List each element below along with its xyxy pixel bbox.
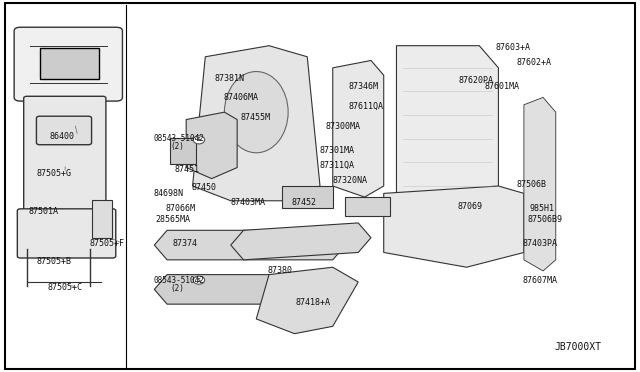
Polygon shape xyxy=(396,46,499,215)
Bar xyxy=(346,197,390,215)
Text: S: S xyxy=(197,278,201,283)
Text: JB7000XT: JB7000XT xyxy=(554,341,602,352)
Text: 87301MA: 87301MA xyxy=(320,147,355,155)
Text: 87403MA: 87403MA xyxy=(231,198,266,207)
Polygon shape xyxy=(154,230,346,260)
Text: 08543-51042: 08543-51042 xyxy=(153,134,204,142)
Ellipse shape xyxy=(193,276,205,284)
Polygon shape xyxy=(384,186,524,267)
Text: 87506B: 87506B xyxy=(516,180,547,189)
Text: 87300MA: 87300MA xyxy=(325,122,360,131)
Polygon shape xyxy=(154,275,346,304)
Text: 87501A: 87501A xyxy=(28,207,58,217)
Bar xyxy=(282,186,333,208)
Polygon shape xyxy=(231,223,371,260)
FancyBboxPatch shape xyxy=(17,209,116,258)
Text: 87406MA: 87406MA xyxy=(223,93,258,102)
Text: 87066M: 87066M xyxy=(166,203,196,213)
Ellipse shape xyxy=(225,71,288,153)
Text: 87381N: 87381N xyxy=(215,74,245,83)
Text: 84698N: 84698N xyxy=(153,189,183,198)
Text: 87505+B: 87505+B xyxy=(36,257,72,266)
Text: 87450: 87450 xyxy=(191,183,216,192)
FancyBboxPatch shape xyxy=(24,96,106,214)
Bar xyxy=(92,201,111,238)
Text: 87403PA: 87403PA xyxy=(523,239,557,248)
Text: 87069: 87069 xyxy=(457,202,482,211)
Text: 86400: 86400 xyxy=(49,132,74,141)
Bar xyxy=(40,48,99,79)
Polygon shape xyxy=(524,97,556,271)
Text: 08543-51042: 08543-51042 xyxy=(153,276,204,285)
Polygon shape xyxy=(333,61,384,197)
Text: (2): (2) xyxy=(170,142,184,151)
Text: 87455M: 87455M xyxy=(241,113,270,122)
FancyBboxPatch shape xyxy=(14,27,122,101)
Text: 87374: 87374 xyxy=(172,239,197,248)
Polygon shape xyxy=(186,112,237,179)
Text: 87505+G: 87505+G xyxy=(36,169,72,177)
Text: 87620PA: 87620PA xyxy=(459,76,494,85)
Text: 87607MA: 87607MA xyxy=(523,276,557,285)
Text: 87602+A: 87602+A xyxy=(516,58,551,67)
Text: 87611QA: 87611QA xyxy=(349,102,383,111)
Polygon shape xyxy=(256,267,358,334)
Text: 87505+C: 87505+C xyxy=(47,283,83,292)
Text: 28565MA: 28565MA xyxy=(156,215,191,224)
Ellipse shape xyxy=(193,136,205,144)
Text: S: S xyxy=(197,137,201,142)
Text: 87452: 87452 xyxy=(291,198,316,207)
Text: 87320NA: 87320NA xyxy=(333,176,368,185)
Text: 87451: 87451 xyxy=(175,165,200,174)
Text: 87346M: 87346M xyxy=(349,82,379,91)
Text: 87380: 87380 xyxy=(268,266,292,275)
Text: 87601MA: 87601MA xyxy=(484,82,520,91)
FancyBboxPatch shape xyxy=(36,116,92,145)
Text: 87311QA: 87311QA xyxy=(320,161,355,170)
Text: (2): (2) xyxy=(170,284,184,293)
Text: 985H1: 985H1 xyxy=(529,203,554,213)
Polygon shape xyxy=(193,46,320,201)
Bar xyxy=(170,138,196,164)
Text: 87603+A: 87603+A xyxy=(495,43,530,52)
Text: 87505+F: 87505+F xyxy=(90,239,124,248)
Text: 87506B9: 87506B9 xyxy=(527,215,562,224)
Text: 87418+A: 87418+A xyxy=(296,298,331,307)
